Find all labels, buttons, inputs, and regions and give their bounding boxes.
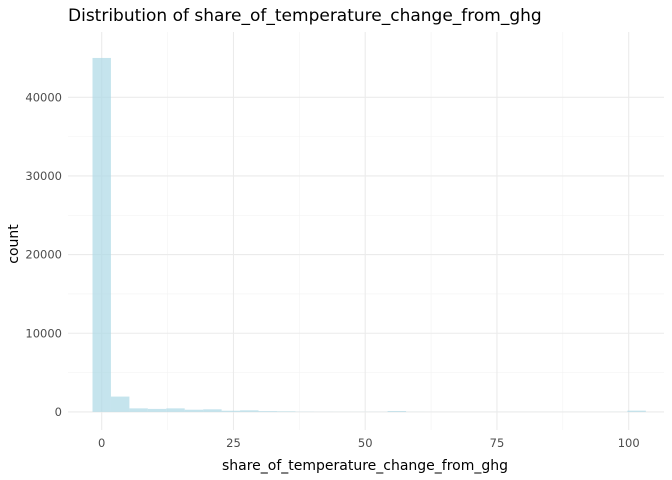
- histogram-bar: [110, 396, 130, 412]
- histogram-bar: [129, 408, 148, 412]
- y-axis-title: count: [6, 224, 22, 264]
- histogram-bar: [387, 411, 407, 412]
- histogram-bar: [258, 411, 277, 412]
- y-tick-label: 0: [55, 405, 62, 419]
- histogram-bar: [203, 409, 222, 412]
- histogram-bar: [92, 57, 111, 412]
- x-axis-title: share_of_temperature_change_from_ghg: [222, 458, 508, 474]
- histogram-bars: [92, 57, 646, 412]
- chart-title: Distribution of share_of_temperature_cha…: [68, 6, 542, 26]
- y-tick-label: 40000: [25, 90, 62, 104]
- histogram-bar: [184, 409, 204, 412]
- histogram-bar: [240, 410, 259, 412]
- axis-tick-labels: 0 25 50 75 100 0 10000 20000 30000 40000: [25, 90, 639, 450]
- x-tick-label: 75: [490, 436, 505, 450]
- histogram-bar: [221, 410, 241, 412]
- y-tick-label: 30000: [25, 169, 62, 183]
- histogram-bar: [627, 410, 646, 412]
- histogram-bar: [276, 411, 296, 412]
- x-tick-label: 25: [226, 436, 241, 450]
- y-tick-label: 20000: [25, 248, 62, 262]
- histogram-bar: [147, 408, 167, 412]
- x-tick-label: 100: [618, 436, 640, 450]
- x-tick-label: 50: [358, 436, 373, 450]
- histogram-bar: [166, 408, 185, 412]
- y-tick-label: 10000: [25, 326, 62, 340]
- x-tick-label: 0: [98, 436, 105, 450]
